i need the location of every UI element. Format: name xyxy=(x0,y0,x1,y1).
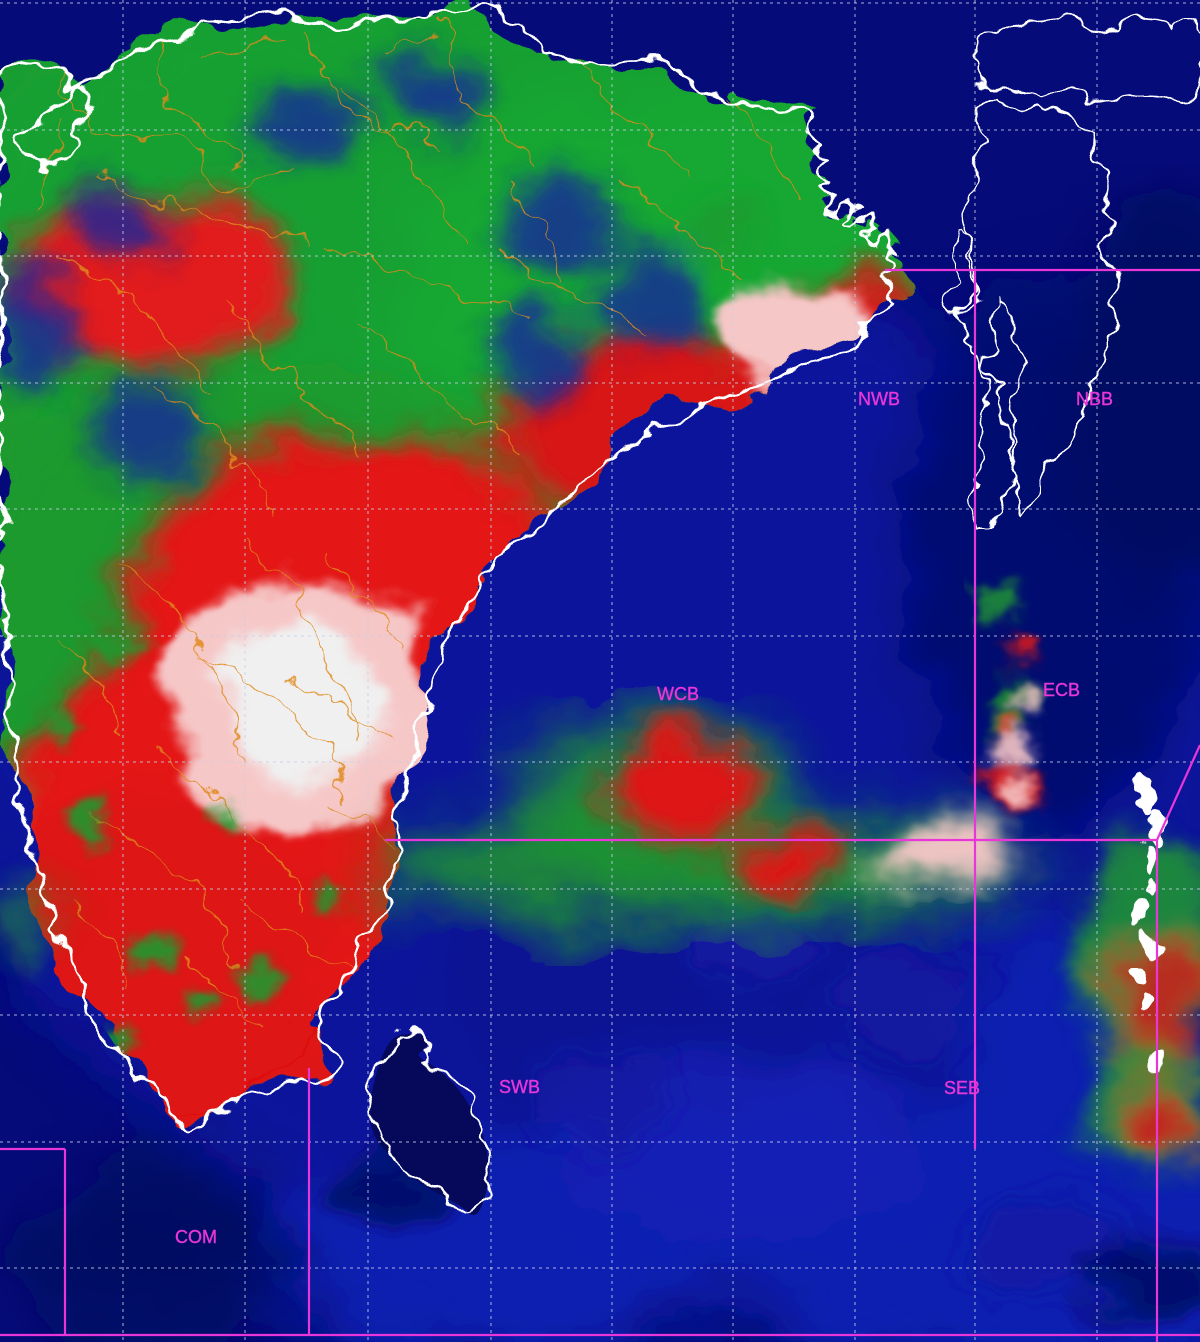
svg-text:NWB: NWB xyxy=(858,389,900,409)
svg-text:ECB: ECB xyxy=(1043,680,1080,700)
svg-text:COM: COM xyxy=(175,1227,217,1247)
svg-text:SWB: SWB xyxy=(499,1077,540,1097)
svg-text:SEB: SEB xyxy=(944,1078,980,1098)
svg-text:NBB: NBB xyxy=(1076,389,1113,409)
svg-text:WCB: WCB xyxy=(657,684,699,704)
